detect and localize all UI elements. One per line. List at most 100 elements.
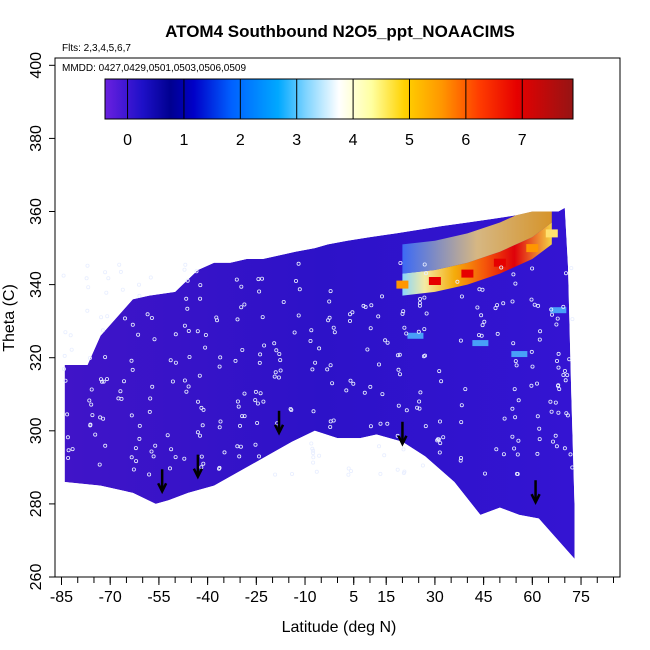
obs-dot: [395, 467, 400, 472]
colorbar-tick-label: 3: [292, 132, 301, 149]
colorbar: 0 1 2 3 4 5 6 7: [104, 78, 574, 149]
obs-dot: [255, 401, 260, 406]
obs-dot: [194, 269, 199, 274]
obs-dot: [182, 323, 187, 328]
obs-dot: [145, 312, 150, 317]
obs-dot: [239, 305, 244, 310]
y-tick-label: 280: [28, 490, 45, 517]
marker-head-3: [397, 435, 408, 447]
x-axis-title: Latitude (deg N): [282, 619, 397, 636]
obs-dot: [564, 271, 569, 276]
obs-dot: [554, 444, 559, 449]
obs-dot: [556, 383, 561, 388]
obs-dot: [515, 452, 520, 457]
obs-dot: [423, 271, 428, 276]
obs-dot: [347, 318, 352, 323]
obs-dot: [535, 381, 540, 386]
obs-dot: [437, 450, 442, 455]
obs-dot: [376, 314, 381, 319]
obs-dot: [168, 358, 173, 363]
obs-dot: [437, 369, 442, 374]
obs-dot: [495, 331, 500, 336]
obs-dot: [69, 347, 74, 352]
plume-upper-band: [402, 207, 552, 274]
obs-dot: [116, 396, 121, 401]
obs-dot: [278, 358, 283, 363]
plume-cell-5: [545, 229, 558, 238]
obs-dot: [402, 469, 407, 474]
obs-dot: [397, 352, 402, 357]
obs-dot: [148, 275, 153, 280]
obs-dot: [257, 289, 262, 294]
obs-dot: [556, 351, 561, 356]
obs-dot: [236, 404, 241, 409]
obs-dot: [463, 387, 468, 392]
obs-dot: [261, 399, 266, 404]
obs-dot: [536, 303, 541, 308]
obs-dot: [257, 360, 262, 365]
obs-dot: [182, 456, 187, 461]
obs-dot: [182, 378, 187, 383]
obs-dot: [255, 420, 260, 425]
obs-dot: [501, 452, 506, 457]
obs-dot: [133, 446, 138, 451]
obs-dot: [348, 378, 353, 383]
obs-dot: [147, 472, 152, 477]
obs-dot: [361, 303, 366, 308]
obs-dot: [87, 398, 92, 403]
obs-dot: [273, 370, 278, 375]
obs-dot: [311, 409, 316, 414]
x-tick-label: 15: [377, 589, 395, 606]
colorbar-tick-label: 7: [518, 132, 527, 149]
obs-dot: [479, 313, 484, 318]
obs-dot: [198, 283, 203, 288]
obs-dot: [118, 269, 123, 274]
obs-dot: [513, 281, 518, 286]
colorbar-ramp: [105, 79, 573, 119]
marker-head-1: [192, 468, 203, 480]
obs-dot: [63, 330, 68, 335]
obs-dot: [570, 465, 575, 470]
obs-dot: [274, 348, 279, 353]
obs-dot: [417, 300, 422, 305]
obs-dot: [382, 453, 387, 458]
obs-dot: [256, 277, 261, 282]
marker-head-2: [273, 424, 285, 436]
obs-dot: [235, 317, 240, 322]
obs-dot: [148, 396, 153, 401]
plume-cell-2: [461, 269, 474, 278]
obs-dot: [516, 398, 521, 403]
data-layer: [64, 207, 575, 559]
obs-dot: [458, 338, 463, 343]
obs-dot: [482, 319, 487, 324]
obs-dot: [383, 338, 388, 343]
obs-dot: [567, 357, 572, 362]
obs-dot: [563, 378, 568, 383]
obs-dot: [435, 438, 440, 443]
y-axis: 260 280 300 320 340 360 380 400: [28, 52, 55, 590]
obs-dot: [501, 301, 506, 306]
colorbar-tick-label: 0: [123, 132, 132, 149]
obs-dot: [459, 403, 464, 408]
obs-dot: [415, 405, 420, 410]
obs-dot: [369, 303, 374, 308]
obs-dot: [404, 331, 409, 336]
obs-dot: [253, 398, 258, 403]
obs-dot: [167, 466, 172, 471]
obs-dot: [88, 422, 93, 427]
x-tick-label: 30: [426, 589, 444, 606]
obs-dot: [234, 277, 239, 282]
obs-dot: [565, 373, 570, 378]
obs-dot: [237, 454, 242, 459]
obs-dot: [258, 352, 263, 357]
obs-dot: [61, 273, 66, 278]
obs-dot: [105, 314, 110, 319]
obs-dot: [183, 262, 188, 267]
obs-dot: [309, 441, 314, 446]
obs-dot: [550, 312, 555, 317]
obs-dot: [100, 328, 105, 333]
y-tick-label: 260: [28, 564, 45, 591]
obs-dot: [233, 358, 238, 363]
obs-dot: [347, 312, 352, 317]
